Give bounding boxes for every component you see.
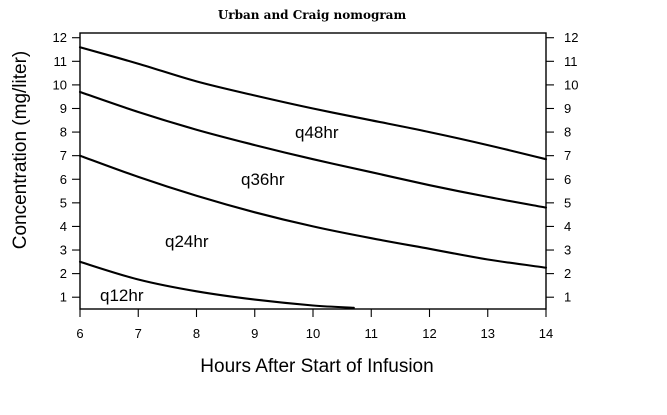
y-tick-label-left: 2: [60, 266, 67, 281]
x-tick-label: 12: [422, 326, 436, 341]
y-tick-label-right: 1: [564, 290, 571, 305]
y-tick-label-right: 10: [564, 77, 578, 92]
y-tick-label-right: 4: [564, 219, 571, 234]
x-tick-label: 6: [76, 326, 83, 341]
y-tick-label-right: 3: [564, 243, 571, 258]
x-axis-title: Hours After Start of Infusion: [200, 356, 433, 377]
series-label-q48hr: q48hr: [295, 123, 339, 142]
x-tick-label: 7: [135, 326, 142, 341]
series-label-q24hr: q24hr: [165, 232, 209, 251]
y-tick-label-right: 2: [564, 266, 571, 281]
y-axis-title: Concentration (mg/liter): [10, 51, 31, 250]
x-tick-label: 9: [251, 326, 258, 341]
series-line-q36hr: [78, 90, 548, 209]
series-line-q48hr: [78, 46, 548, 161]
y-tick-label-right: 12: [564, 30, 578, 45]
x-tick-label: 8: [193, 326, 200, 341]
y-tick-label-left: 5: [60, 195, 67, 210]
y-tick-label-left: 9: [60, 101, 67, 116]
y-tick-label-left: 12: [53, 30, 67, 45]
y-tick-label-left: 8: [60, 125, 67, 140]
y-tick-label-right: 7: [564, 148, 571, 163]
y-tick-label-left: 6: [60, 172, 67, 187]
y-tick-label-left: 11: [54, 54, 68, 69]
y-tick-label-left: 3: [60, 243, 67, 258]
y-tick-label-right: 11: [564, 54, 578, 69]
series-line-q24hr: [78, 154, 548, 269]
x-tick-label: 13: [481, 326, 495, 341]
series-line-q12hr: [78, 260, 355, 309]
chart-title: Urban and Craig nomogram: [218, 8, 407, 22]
plot-frame: [79, 32, 547, 310]
y-tick-label-left: 4: [60, 219, 67, 234]
y-tick-label-right: 9: [564, 101, 571, 116]
x-tick-label: 14: [539, 326, 553, 341]
y-tick-label-left: 1: [60, 290, 67, 305]
y-tick-label-left: 10: [53, 77, 67, 92]
y-tick-label-left: 7: [60, 148, 67, 163]
series-label-q12hr: q12hr: [100, 286, 144, 305]
series-label-q36hr: q36hr: [241, 170, 285, 189]
x-tick-label: 11: [365, 326, 379, 341]
x-tick-label: 10: [306, 326, 320, 341]
y-tick-label-right: 8: [564, 125, 571, 140]
y-tick-label-right: 6: [564, 172, 571, 187]
y-tick-label-right: 5: [564, 195, 571, 210]
